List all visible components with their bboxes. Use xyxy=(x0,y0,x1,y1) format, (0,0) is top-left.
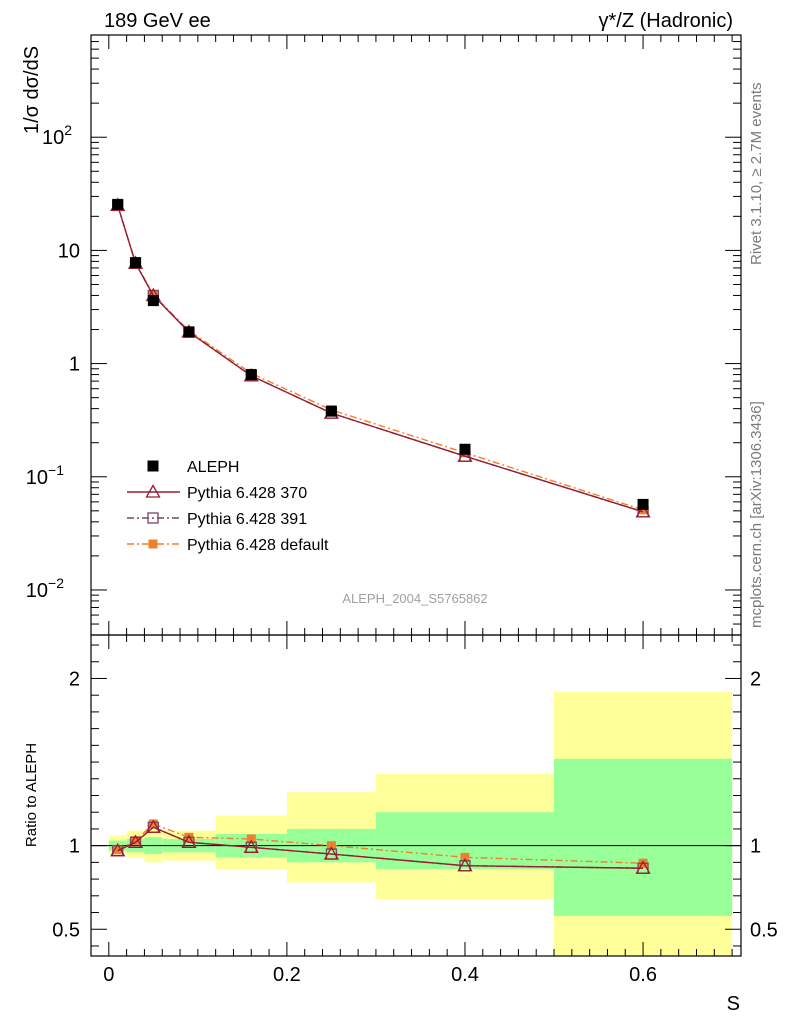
main-y-axis-label: 1/σ dσ/dS xyxy=(21,46,43,134)
ratio-series-point xyxy=(181,834,197,848)
ratio-series-point xyxy=(460,852,470,862)
aleph-data-point xyxy=(459,443,471,455)
analysis-watermark: ALEPH_2004_S5765862 xyxy=(342,591,487,606)
aleph-data-point xyxy=(245,369,257,381)
ratio-series-point xyxy=(243,839,259,853)
main-series-point xyxy=(635,504,651,518)
mcplots-reference-text: mcplots.cern.ch [arXiv:1306.3436] xyxy=(748,401,765,628)
aleph-data-point xyxy=(147,295,159,307)
x-tick-label: 0.4 xyxy=(451,964,479,986)
main-panel-axes: 10−2 10−1 1 10 102 xyxy=(26,34,742,956)
ratio-panel-series xyxy=(110,819,651,874)
aleph-data-point xyxy=(112,198,124,210)
aleph-data-point xyxy=(325,405,337,417)
legend: ALEPH Pythia 6.428 370 Pythia 6.428 391 Pyt… xyxy=(127,459,329,554)
x-tick-label: 0 xyxy=(103,964,114,986)
header-left: 189 GeV ee xyxy=(104,10,211,32)
aleph-data-point xyxy=(637,498,649,510)
header-right: γ*/Z (Hadronic) xyxy=(599,10,733,32)
ratio-y-tick-label-right: 1 xyxy=(750,836,761,858)
aleph-data-point xyxy=(183,326,195,338)
legend-label: Pythia 6.428 default xyxy=(187,537,329,554)
legend-label: Pythia 6.428 370 xyxy=(187,485,307,502)
ratio-y-tick-label-right: 0.5 xyxy=(750,919,778,941)
legend-marker xyxy=(147,512,159,524)
ratio-series-point xyxy=(323,846,340,860)
main-y-tick-label: 10−2 xyxy=(26,575,64,602)
ratio-series-point xyxy=(131,836,141,846)
ratio-y-tick-label-left: 0.5 xyxy=(52,919,80,941)
legend-label: ALEPH xyxy=(187,459,239,476)
main-y-tick-label: 102 xyxy=(42,122,72,149)
main-y-tick-label: 10 xyxy=(58,240,80,262)
ratio-series-point xyxy=(148,819,158,829)
ratio-series-point xyxy=(145,819,161,833)
x-axis-label: S xyxy=(727,993,740,1015)
x-tick-label: 0.6 xyxy=(629,964,657,986)
legend-marker xyxy=(145,484,161,498)
legend-label: Pythia 6.428 391 xyxy=(187,511,307,528)
rivet-version-text: Rivet 3.1.10, ≥ 2.7M events xyxy=(748,83,765,266)
x-tick-label: 0.2 xyxy=(273,964,301,986)
legend-marker xyxy=(147,460,159,472)
ratio-series-point xyxy=(113,845,123,855)
ratio-panel-axes: 0 0.2 0.4 0.6 0.5 0.5 1 1 2 2 xyxy=(52,634,778,986)
main-y-tick-label: 1 xyxy=(69,354,80,376)
ratio-series-point xyxy=(127,834,144,848)
main-series-point xyxy=(457,448,473,462)
ratio-series-point xyxy=(326,841,336,851)
ratio-y-axis-label: Ratio to ALEPH xyxy=(23,743,40,847)
legend-marker xyxy=(148,539,158,549)
ratio-uncertainty-bands xyxy=(108,691,733,956)
ratio-y-tick-label-left: 1 xyxy=(69,836,80,858)
main-panel-series xyxy=(110,197,651,518)
ratio-series-point xyxy=(635,860,651,874)
ratio-series-point xyxy=(246,834,256,844)
ratio-y-tick-label-right: 2 xyxy=(750,668,761,690)
aleph-data-point xyxy=(130,257,142,269)
main-y-tick-label: 10−1 xyxy=(26,462,64,489)
ratio-series-point xyxy=(110,842,126,857)
ratio-y-tick-label-left: 2 xyxy=(69,668,80,690)
inner-band-bin xyxy=(554,758,733,916)
ratio-series-point xyxy=(457,857,473,872)
